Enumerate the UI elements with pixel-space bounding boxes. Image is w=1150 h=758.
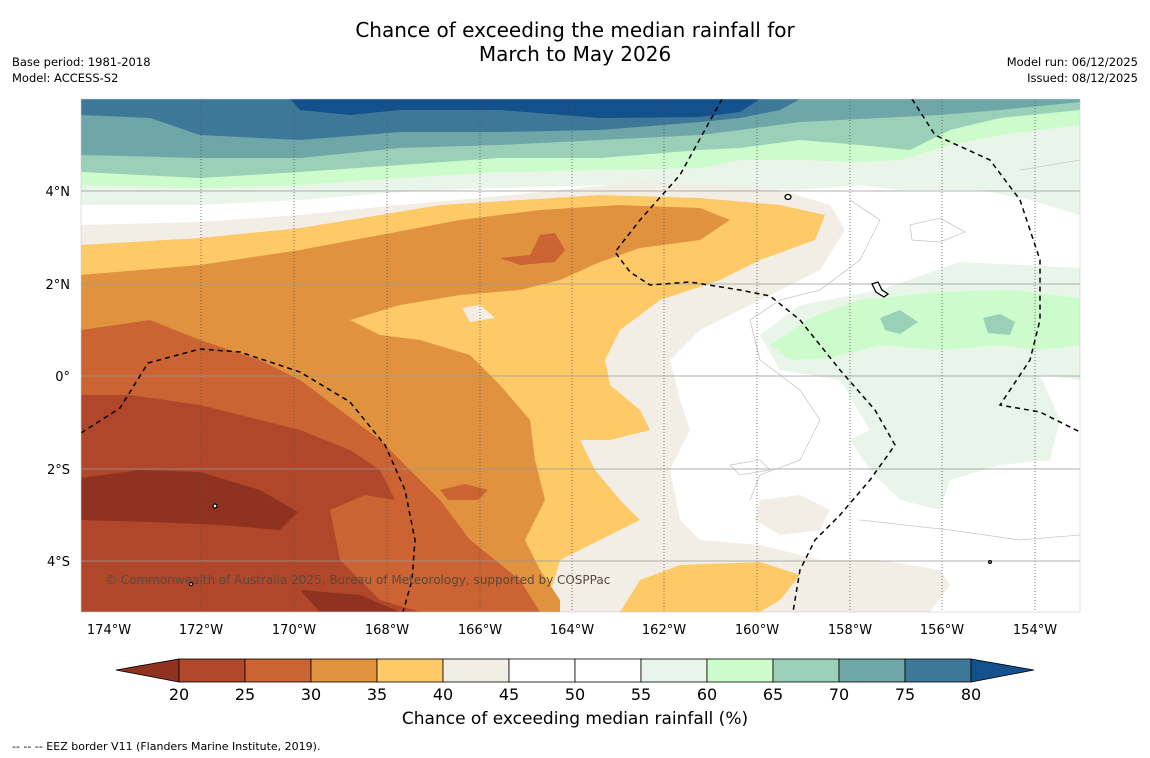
band-65-70-east-2 [983,314,1015,335]
colorbar-tick-35: 35 [367,685,387,700]
colorbar-segment-50-55 [574,658,642,683]
eez-borders [81,99,1080,612]
island-2 [871,281,890,298]
meta-right: Model run: 06/12/2025 Issued: 08/12/2025 [1007,54,1138,86]
lon-label-154w: 154°W [1013,623,1057,638]
band-65-70-east-1 [880,310,918,334]
colorbar-tick-70: 70 [829,685,849,700]
lat-label-4n: 4°N [46,185,71,200]
band-25-30-small [440,484,488,500]
island-3 [212,503,218,509]
lon-label-162w: 162°W [642,623,686,638]
base-period-text: Base period: 1981-2018 [12,55,151,69]
colorbar-tick-40: 40 [433,685,453,700]
lon-label-160w: 160°W [735,623,779,638]
band-below-20-south [300,590,400,612]
band-60-65-east [770,290,1080,360]
colorbar-segment-40-45 [442,658,510,683]
colorbar-tick-55: 55 [631,685,651,700]
map-frame [80,98,1081,613]
colorbar-segment-35-40 [376,658,444,683]
colorbar-segment-65-70 [772,658,840,683]
lon-label-172w: 172°W [179,623,223,638]
band-below-20 [81,470,298,530]
band-35-40-south [620,562,800,612]
colorbar-segment-70-75 [838,658,906,683]
band-above-80-north [290,99,760,118]
longitude-labels: 174°W 172°W 170°W 168°W 166°W 164°W 162°… [87,623,1057,638]
band-40-45-gap [462,305,495,322]
model-text: Model: ACCESS-S2 [12,71,119,85]
colorbar-tick-45: 45 [499,685,519,700]
map-title: Chance of exceeding the median rainfall … [0,18,1150,66]
colorbar-extend-low [115,658,180,683]
title-line-2: March to May 2026 [478,42,672,66]
colorbar-tick-30: 30 [301,685,321,700]
colorbar-segment-55-60 [640,658,708,683]
lon-label-156w: 156°W [920,623,964,638]
probability-contours [81,99,1080,612]
contour-lines [729,159,1080,541]
colorbar-tick-80: 80 [961,685,981,700]
colorbar-segment-45-50 [508,658,576,683]
copyright-text: © Commonwealth of Australia 2025, Bureau… [105,573,610,587]
colorbar-segment-60-65 [706,658,774,683]
colorbar-segment-25-30 [244,658,312,683]
title-line-1: Chance of exceeding the median rainfall … [355,18,795,42]
colorbar-segment-20-25 [178,658,246,683]
colorbar-tick-65: 65 [763,685,783,700]
lon-label-164w: 164°W [550,623,594,638]
island-1 [784,193,792,201]
island-5 [987,559,993,565]
model-run-text: Model run: 06/12/2025 [1006,55,1138,69]
colorbar-tick-75: 75 [895,685,915,700]
eez-footnote: -- -- -- EEZ border V11 (Flanders Marine… [12,740,321,753]
latitude-labels: 4°N 2°N 0° 2°S 4°S [46,185,71,570]
meta-left: Base period: 1981-2018 Model: ACCESS-S2 [12,54,151,86]
band-40-45-east [755,495,830,535]
colorbar-tick-25: 25 [235,685,255,700]
colorbar-segment-75-80 [904,658,972,683]
colorbar-label: Chance of exceeding median rainfall (%) [401,709,749,729]
island-4 [188,581,194,587]
band-25-30-island [500,233,565,265]
lon-label-170w: 170°W [272,623,316,638]
islands [188,193,993,587]
colorbar [115,658,1035,683]
colorbar-ticks: 20 25 30 35 40 45 50 55 60 65 70 75 80 [169,685,981,700]
colorbar-extend-high [970,658,1035,683]
colorbar-tick-20: 20 [169,685,189,700]
map-figure: © Commonwealth of Australia 2025, Bureau… [46,98,1081,700]
colorbar-segment-30-35 [310,658,378,683]
lon-label-166w: 166°W [458,623,502,638]
latitude-gridlines [81,190,1080,562]
issued-text: Issued: 08/12/2025 [1027,71,1138,85]
lat-label-4s: 4°S [47,555,70,570]
colorbar-tick-50: 50 [565,685,585,700]
colorbar-tick-60: 60 [697,685,717,700]
lon-label-168w: 168°W [365,623,409,638]
lat-label-0: 0° [55,370,70,385]
lon-label-158w: 158°W [828,623,872,638]
lat-label-2n: 2°N [46,278,71,293]
lat-label-2s: 2°S [47,463,70,478]
lon-label-174w: 174°W [87,623,131,638]
